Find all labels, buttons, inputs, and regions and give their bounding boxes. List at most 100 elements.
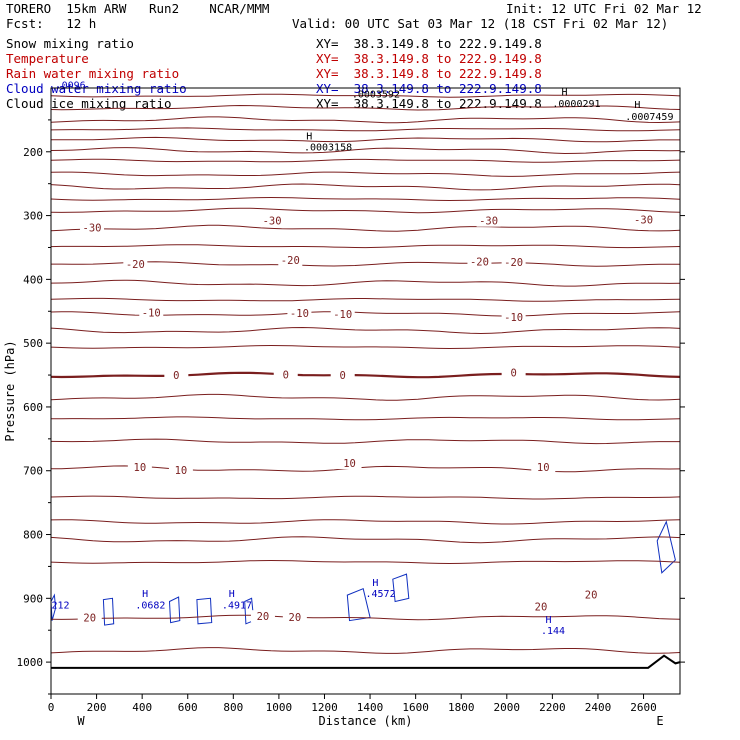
y-axis-label: Pressure (hPa)	[3, 340, 17, 441]
value-annotation: .144	[541, 626, 565, 637]
temperature-isotherm	[50, 93, 681, 98]
contour-label-bg	[278, 254, 303, 267]
contour-label-bg	[273, 368, 298, 381]
temperature-isotherm	[50, 559, 681, 565]
y-tick-label: 1000	[17, 656, 44, 669]
value-annotation: H	[634, 100, 640, 111]
temperature-isotherm	[50, 136, 680, 143]
contour-label-bg	[250, 610, 275, 623]
contour-label: 20	[257, 611, 270, 623]
contour-label: 10	[537, 462, 550, 474]
contour-label-bg	[330, 307, 355, 320]
contour-label-bg	[127, 460, 152, 473]
contour-label-bg	[501, 311, 526, 324]
legend-label-cloud-ice: Cloud ice mixing ratio	[6, 96, 172, 111]
valid-time: Valid: 00 UTC Sat 03 Mar 12 (18 CST Fri …	[292, 16, 669, 31]
contour-label: 20	[535, 602, 548, 614]
contour-label-bg	[631, 213, 656, 226]
x-tick-label: 1600	[402, 701, 429, 714]
temperature-isotherm	[50, 297, 681, 302]
temperature-isotherm	[50, 183, 681, 191]
contour-label: 20	[585, 589, 598, 601]
contour-label: 20	[289, 612, 302, 624]
value-annotation: H	[306, 132, 312, 143]
x-tick-label: 2200	[539, 701, 566, 714]
legend-label-rain: Rain water mixing ratio	[6, 66, 180, 81]
contour-label-bg	[123, 258, 148, 271]
contour-label-bg	[531, 460, 556, 473]
x-tick-label: 800	[223, 701, 243, 714]
x-tick-label: 200	[87, 701, 107, 714]
y-tick-label: 700	[23, 465, 43, 478]
contour-label: -30	[634, 214, 653, 226]
contour-label-bg	[337, 457, 362, 470]
temperature-isotherm	[50, 393, 681, 401]
x-tick-label: 400	[132, 701, 152, 714]
contour-label: -30	[83, 223, 102, 235]
contour-label: -20	[470, 257, 489, 269]
cloud-water-contour	[392, 573, 410, 603]
value-annotation: H	[372, 578, 378, 589]
contour-label-bg	[330, 369, 355, 382]
contour-label-bg	[579, 588, 604, 601]
x-tick-label: 0	[48, 701, 55, 714]
cloud-water-contour	[196, 597, 213, 625]
contour-label-bg	[77, 611, 102, 624]
temperature-isotherm	[50, 536, 681, 544]
temperature-isotherm	[50, 416, 681, 421]
value-annotation: H	[142, 589, 148, 600]
value-annotation: .4917	[222, 601, 252, 612]
contour-label-bg	[501, 256, 526, 269]
temperature-isotherm	[50, 647, 681, 654]
value-annotation: H	[546, 615, 552, 626]
temperature-isotherm	[50, 116, 681, 124]
temperature-isotherm	[50, 279, 681, 287]
contour-label: 0	[340, 370, 346, 382]
value-annotation: .0003592	[352, 90, 400, 101]
contour-label-bg	[467, 255, 492, 268]
contour-label-bg	[260, 214, 285, 227]
value-annotation: .4572	[366, 589, 396, 600]
contour-label-bg	[80, 221, 105, 234]
legend-label-snow: Snow mixing ratio	[6, 36, 134, 51]
plot-frame	[50, 87, 681, 695]
contour-label-bg	[282, 610, 307, 623]
y-tick-label: 600	[23, 401, 43, 414]
temperature-isotherm	[50, 495, 681, 500]
x-tick-label: 2000	[494, 701, 521, 714]
temperature-isotherm	[50, 465, 681, 473]
temperature-isotherm	[50, 326, 681, 335]
terrain-line	[51, 654, 681, 669]
model-title: TORERO 15km ARW Run2 NCAR/MMM	[6, 1, 270, 16]
temperature-isotherm	[50, 344, 681, 350]
value-annotation: 212	[51, 601, 69, 612]
contour-label: -30	[263, 216, 282, 228]
temperature-isotherm	[50, 196, 681, 202]
contour-label: -10	[142, 308, 161, 320]
y-tick-label: 400	[23, 273, 43, 286]
cloud-water-contour	[168, 596, 181, 624]
temperature-isotherm	[50, 224, 681, 232]
temperature-isotherm	[50, 519, 681, 525]
contour-label-bg	[287, 307, 312, 320]
contour-label: 10	[343, 458, 356, 470]
temperature-isotherm	[50, 244, 681, 249]
temperature-isotherm	[50, 171, 681, 177]
west-label: W	[77, 714, 85, 728]
cloud-water-contour	[656, 520, 676, 574]
value-annotation: H	[229, 589, 235, 600]
contour-label: -20	[504, 257, 523, 269]
contour-label-bg	[476, 214, 501, 227]
contour-label-bg	[168, 464, 193, 477]
y-tick-label: 500	[23, 337, 43, 350]
temperature-isotherm	[50, 147, 681, 155]
temperature-isotherm	[50, 104, 681, 111]
contour-label-bg	[501, 366, 526, 379]
init-time: Init: 12 UTC Fri 02 Mar 12	[506, 1, 702, 16]
forecast-hour: Fcst: 12 h	[6, 16, 97, 31]
temperature-isotherm	[50, 158, 681, 163]
contour-label-bg	[528, 600, 553, 613]
contour-label: -10	[504, 312, 523, 324]
